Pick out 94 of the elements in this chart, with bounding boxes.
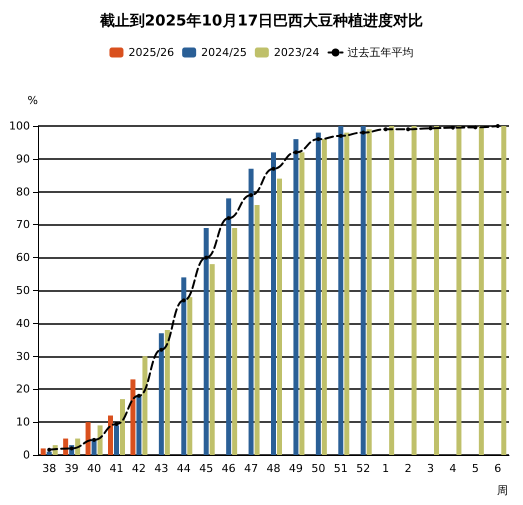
y-tick-label: 100 (9, 120, 30, 132)
y-tick-label: 50 (16, 284, 30, 297)
y-tick-label: 90 (16, 152, 30, 166)
point (92, 438, 96, 442)
x-tick-label: 6 (494, 462, 502, 475)
legend-label: 2025/26 (128, 46, 174, 59)
x-tick-label: 4 (449, 462, 456, 475)
bar (456, 126, 462, 455)
point (182, 298, 186, 302)
point (47, 448, 52, 452)
point (159, 348, 164, 352)
x-tick-label: 41 (110, 462, 124, 475)
bar (226, 198, 232, 455)
bar (187, 297, 192, 455)
bar (210, 264, 215, 455)
chart-title: 截止到2025年10月17日巴西大豆种植进度对比 (98, 12, 424, 30)
bar (254, 204, 260, 455)
y-tick-label: 40 (16, 316, 30, 330)
x-tick-label: 2 (404, 462, 412, 475)
bar (204, 228, 209, 455)
x-tick-label: 45 (199, 462, 214, 475)
bar (322, 139, 327, 455)
point (428, 126, 432, 130)
bar (86, 422, 91, 455)
x-tick-label: 50 (311, 462, 326, 475)
bar (501, 126, 506, 455)
bar (232, 228, 238, 455)
x-tick-label: 47 (244, 462, 258, 475)
bar (271, 152, 276, 455)
x-tick-label: 51 (334, 462, 348, 475)
legend-label: 2023/24 (274, 46, 320, 59)
x-tick-label: 40 (87, 462, 102, 475)
point (294, 150, 298, 154)
point (338, 134, 343, 138)
x-tick-label: 46 (222, 462, 236, 475)
point (272, 166, 276, 171)
bar (181, 277, 186, 455)
point (249, 193, 254, 198)
x-tick-label: 39 (64, 462, 79, 475)
bar (338, 126, 344, 455)
bar (366, 129, 372, 455)
bar (478, 126, 484, 455)
x-tick-label: 42 (132, 462, 146, 475)
point (136, 394, 141, 398)
x-tick-label: 5 (472, 462, 479, 475)
x-tick-label: 49 (288, 462, 303, 475)
bar (434, 126, 439, 455)
bar (130, 379, 136, 455)
point (226, 216, 231, 220)
bar (46, 452, 52, 455)
x-tick-label: 52 (356, 462, 370, 475)
bar (136, 396, 142, 455)
x-tick-label: 38 (42, 462, 56, 475)
point (473, 125, 478, 130)
bar (108, 416, 113, 455)
bar (316, 132, 321, 455)
bar (344, 132, 350, 455)
y-tick-label: 60 (16, 251, 30, 264)
bar (158, 333, 164, 455)
point (384, 127, 388, 132)
y-tick-label: 70 (16, 218, 30, 232)
legend-label: 过去五年平均 (348, 46, 414, 59)
y-tick-label: 30 (16, 350, 30, 363)
bar (164, 330, 170, 455)
x-axis-title: 周 (497, 484, 508, 497)
bar (142, 356, 148, 455)
y-tick-label: 0 (23, 448, 30, 462)
x-tick-label: 43 (154, 462, 168, 475)
bar (412, 126, 417, 455)
x-tick-label: 44 (176, 462, 191, 475)
bar (389, 126, 394, 455)
bar (360, 126, 366, 455)
point (496, 124, 500, 128)
y-tick-label: 80 (16, 185, 30, 198)
x-tick-label: 3 (427, 462, 434, 475)
point (114, 422, 118, 426)
bar (120, 399, 125, 455)
bar (248, 168, 254, 455)
bar (114, 425, 119, 455)
bar (98, 425, 103, 455)
x-tick-label: 48 (266, 462, 280, 475)
point (406, 127, 410, 132)
point (361, 130, 366, 135)
bar (293, 139, 298, 455)
point (204, 256, 208, 260)
y-axis-title: % (28, 94, 38, 107)
bar (277, 178, 282, 455)
bar (299, 152, 304, 455)
legend-label: 2024/25 (201, 46, 247, 59)
y-tick-label: 10 (16, 416, 30, 429)
point (316, 137, 320, 142)
y-tick-label: 20 (16, 382, 30, 396)
bar (40, 448, 46, 455)
x-tick-label: 1 (382, 462, 390, 475)
